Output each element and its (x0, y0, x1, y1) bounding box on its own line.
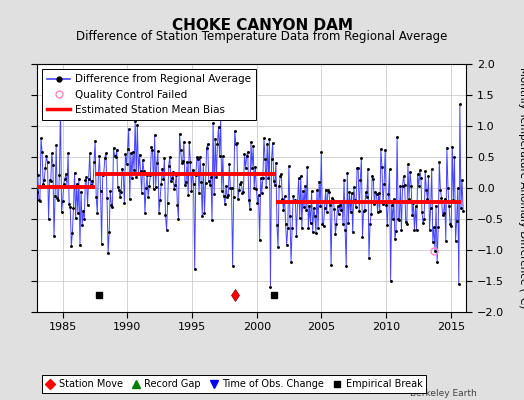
Text: Difference of Station Temperature Data from Regional Average: Difference of Station Temperature Data f… (77, 30, 447, 43)
Y-axis label: Monthly Temperature Anomaly Difference (°C): Monthly Temperature Anomaly Difference (… (518, 67, 524, 309)
Text: CHOKE CANYON DAM: CHOKE CANYON DAM (171, 18, 353, 33)
Legend: Difference from Regional Average, Quality Control Failed, Estimated Station Mean: Difference from Regional Average, Qualit… (42, 69, 256, 120)
Text: Berkeley Earth: Berkeley Earth (410, 389, 477, 398)
Legend: Station Move, Record Gap, Time of Obs. Change, Empirical Break: Station Move, Record Gap, Time of Obs. C… (41, 375, 427, 393)
